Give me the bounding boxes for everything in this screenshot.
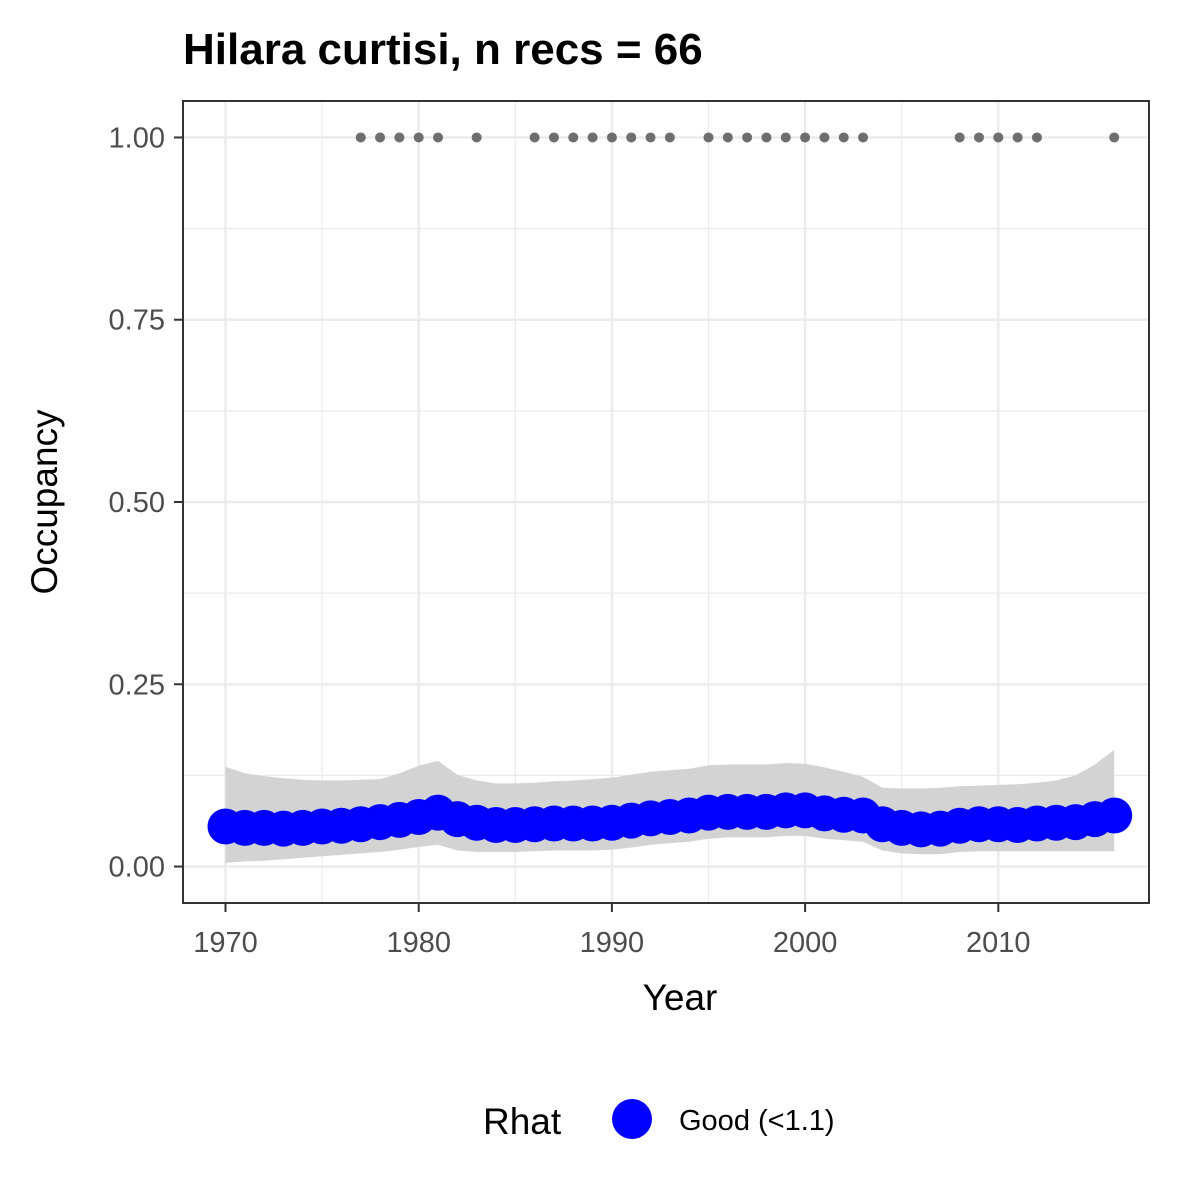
y-tick-label: 0.25: [109, 669, 165, 701]
record-point: [1031, 132, 1042, 143]
y-tick-label: 0.00: [109, 852, 165, 884]
x-axis-title: Year: [643, 977, 718, 1018]
record-point: [355, 132, 366, 143]
x-tick-label: 2010: [966, 927, 1031, 959]
legend-label-good: Good (<1.1): [679, 1105, 835, 1137]
y-tick-label: 0.50: [109, 487, 165, 519]
record-point: [1109, 132, 1120, 143]
legend-title: Rhat: [483, 1101, 562, 1142]
record-point: [413, 132, 424, 143]
record-point: [587, 132, 598, 143]
record-point: [375, 132, 386, 143]
record-point: [838, 132, 849, 143]
legend-key-good: [612, 1099, 652, 1139]
record-point: [394, 132, 405, 143]
record-point: [703, 132, 714, 143]
y-axis-title: Occupancy: [24, 409, 65, 595]
record-point: [529, 132, 540, 143]
occupancy-points: [207, 792, 1133, 848]
chart-title: Hilara curtisi, n recs = 66: [183, 25, 703, 74]
axes: 1970 1980 1990 2000 2010 0.00 0.25 0.50 0.75 1.00: [109, 122, 1031, 959]
record-point: [568, 132, 579, 143]
x-tick-label: 1990: [580, 927, 645, 959]
record-point: [993, 132, 1004, 143]
record-point: [606, 132, 617, 143]
record-point: [722, 132, 733, 143]
record-point: [645, 132, 656, 143]
occupancy-point: [1096, 797, 1133, 834]
record-point: [858, 132, 869, 143]
y-tick-label: 0.75: [109, 305, 165, 337]
record-point: [433, 132, 444, 143]
record-point: [780, 132, 791, 143]
x-tick-label: 2000: [773, 927, 838, 959]
record-point: [819, 132, 830, 143]
record-point: [973, 132, 984, 143]
record-point: [548, 132, 559, 143]
record-point: [800, 132, 811, 143]
y-tick-label: 1.00: [109, 122, 165, 154]
record-point: [664, 132, 675, 143]
record-point: [1012, 132, 1023, 143]
record-point: [742, 132, 753, 143]
record-point: [954, 132, 965, 143]
record-point: [626, 132, 637, 143]
legend: Rhat Good (<1.1): [483, 1099, 835, 1142]
record-point: [471, 132, 482, 143]
x-tick-label: 1980: [386, 927, 451, 959]
record-point: [761, 132, 772, 143]
record-points: [355, 132, 1120, 143]
x-tick-label: 1970: [193, 927, 258, 959]
